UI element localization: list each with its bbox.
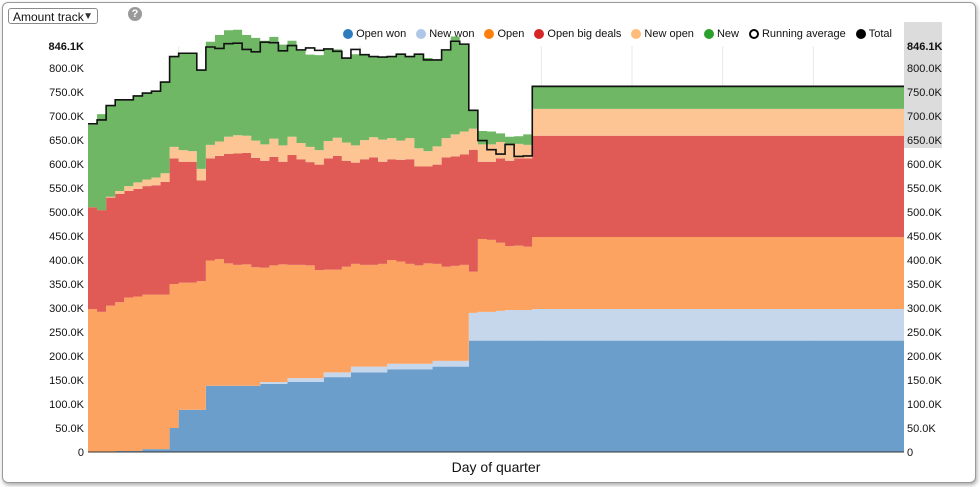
legend-swatch [416, 29, 427, 39]
legend-item-open-won[interactable]: Open won [343, 28, 406, 40]
area-new-open [88, 108, 904, 211]
area-open [88, 237, 904, 452]
metric-select[interactable]: Amount track ▼ [8, 8, 98, 24]
area-new-won [88, 309, 904, 452]
legend-swatch [534, 29, 545, 39]
y-tick-label-right: 400.0K [907, 255, 943, 267]
help-icon[interactable]: ? [128, 7, 142, 21]
legend-item-new[interactable]: New [703, 28, 739, 40]
y-tick-label-left: 200.0K [49, 351, 85, 363]
legend-swatch [631, 29, 642, 39]
y-tick-label-left: 300.0K [49, 303, 85, 315]
y-tick-label-right: 200.0K [907, 351, 943, 363]
legend-swatch [855, 29, 866, 39]
y-tick-label-right: 650.0K [907, 135, 943, 147]
y-tick-label-left: 846.1K [49, 41, 85, 53]
legend-swatch [343, 29, 354, 39]
y-tick-label-right: 0 [907, 447, 913, 459]
legend-label: Total [868, 28, 892, 40]
y-tick-label-left: 250.0K [49, 327, 85, 339]
y-tick-label-right: 450.0K [907, 231, 943, 243]
legend-label: New [716, 28, 739, 40]
y-tick-label-left: 650.0K [49, 135, 85, 147]
y-tick-label-left: 600.0K [49, 159, 85, 171]
legend-label: Open big deals [547, 28, 622, 40]
y-tick-label-left: 50.0K [55, 423, 84, 435]
area-open-big-deals [88, 135, 904, 312]
x-axis-label: Day of quarter [451, 459, 541, 475]
y-tick-label-right: 846.1K [907, 41, 943, 53]
legend-label: Open won [356, 28, 407, 40]
y-tick-label-right: 600.0K [907, 159, 943, 171]
metric-select-value: Amount track [13, 10, 84, 24]
area-new [88, 29, 904, 211]
chevron-down-icon: ▼ [83, 11, 93, 22]
legend-swatch [748, 29, 759, 39]
total-line [88, 40, 904, 158]
y-tick-label-left: 500.0K [49, 207, 85, 219]
y-tick-label-right: 50.0K [907, 423, 936, 435]
y-tick-label-left: 450.0K [49, 231, 85, 243]
y-tick-label-left: 0 [78, 447, 84, 459]
y-tick-label-left: 800.0K [49, 63, 85, 75]
legend-item-open[interactable]: Open [484, 28, 524, 40]
legend-label: New won [429, 28, 475, 40]
y-tick-label-right: 350.0K [907, 279, 943, 291]
y-tick-label-left: 750.0K [49, 87, 85, 99]
legend-swatch [703, 29, 714, 39]
y-tick-label-right: 800.0K [907, 63, 943, 75]
legend-item-running-average[interactable]: Running average [748, 28, 846, 40]
y-tick-label-left: 100.0K [49, 399, 85, 411]
legend-label: New open [644, 28, 694, 40]
y-tick-label-left: 550.0K [49, 183, 85, 195]
y-tick-label-right: 700.0K [907, 111, 943, 123]
y-tick-label-right: 150.0K [907, 375, 943, 387]
y-tick-label-right: 250.0K [907, 327, 943, 339]
legend-swatch [484, 29, 495, 39]
legend-label: Running average [761, 28, 846, 40]
legend-item-new-open[interactable]: New open [631, 28, 694, 40]
y-tick-label-right: 550.0K [907, 183, 943, 195]
y-tick-label-left: 700.0K [49, 111, 85, 123]
y-tick-label-left: 400.0K [49, 255, 85, 267]
y-tick-label-right: 500.0K [907, 207, 943, 219]
legend-item-new-won[interactable]: New won [416, 28, 474, 40]
legend-item-total[interactable]: Total [855, 28, 892, 40]
y-tick-label-right: 300.0K [907, 303, 943, 315]
y-tick-label-right: 100.0K [907, 399, 943, 411]
area-open-won [88, 340, 904, 452]
right-axis-shade [904, 22, 942, 149]
legend-label: Open [497, 28, 525, 40]
y-tick-label-right: 750.0K [907, 87, 943, 99]
y-tick-label-left: 150.0K [49, 375, 85, 387]
legend: Open won New won Open Open big deals New ope… [343, 28, 892, 40]
y-tick-label-left: 350.0K [49, 279, 85, 291]
legend-item-open-big-deals[interactable]: Open big deals [534, 28, 621, 40]
